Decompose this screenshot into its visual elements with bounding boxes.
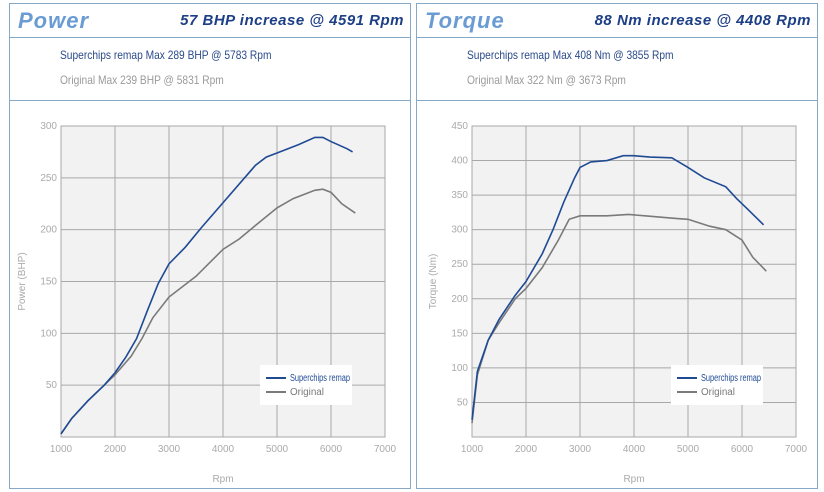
legend-label: Superchips remap xyxy=(701,373,761,384)
y-axis-label: Power (BHP) xyxy=(17,252,28,310)
x-tick-label: 6000 xyxy=(320,444,343,455)
y-tick-label: 200 xyxy=(40,225,57,236)
series-line-remap xyxy=(471,154,765,420)
x-tick-label: 5000 xyxy=(677,444,700,455)
y-tick-label: 150 xyxy=(40,277,57,288)
x-tick-label: 7000 xyxy=(785,444,808,455)
torque-remap-max: Superchips remap Max 408 Nm @ 3855 Rpm xyxy=(467,48,674,62)
power-chart: 1000 2000 3000 4000 5000 6000 7000 50 100 150 200 2… xyxy=(17,121,397,485)
y-axis-label: Torque (Nm) xyxy=(428,254,439,310)
x-tick-label: 3000 xyxy=(158,444,181,455)
x-tick-label: 4000 xyxy=(212,444,235,455)
legend-box xyxy=(260,365,352,405)
y-tick-label: 450 xyxy=(451,121,468,132)
torque-panel: Torque 88 Nm increase @ 4408 Rpm Superchi… xyxy=(416,3,818,489)
power-remap-max: Superchips remap Max 289 BHP @ 5783 Rpm xyxy=(60,48,272,62)
series-line-remap xyxy=(60,136,353,435)
torque-increase: 88 Nm increase @ 4408 Rpm xyxy=(594,12,811,29)
x-tick-label: 2000 xyxy=(104,444,127,455)
series-line-original xyxy=(471,213,767,424)
legend-label: Original xyxy=(701,387,735,398)
x-tick-label: 4000 xyxy=(623,444,646,455)
x-tick-label: 6000 xyxy=(731,444,754,455)
y-tick-label: 100 xyxy=(451,363,468,374)
torque-original-max: Original Max 322 Nm @ 3673 Rpm xyxy=(467,73,626,87)
y-tick-label: 100 xyxy=(40,328,57,339)
torque-chart: 1000 2000 3000 4000 5000 6000 7000 50 100 150 200 2… xyxy=(428,121,808,485)
legend-label: Original xyxy=(290,387,324,398)
x-tick-label: 5000 xyxy=(266,444,289,455)
x-tick-label: 2000 xyxy=(515,444,538,455)
x-tick-label: 7000 xyxy=(374,444,397,455)
legend-box xyxy=(671,365,763,405)
y-tick-label: 350 xyxy=(451,190,468,201)
y-tick-label: 300 xyxy=(40,121,57,132)
power-increase: 57 BHP increase @ 4591 Rpm xyxy=(180,12,404,29)
power-original-max: Original Max 239 BHP @ 5831 Rpm xyxy=(60,73,224,87)
y-tick-label: 50 xyxy=(457,397,469,408)
y-tick-label: 250 xyxy=(451,259,468,270)
y-tick-label: 400 xyxy=(451,156,468,167)
x-axis-label: Rpm xyxy=(623,474,644,485)
x-tick-label: 3000 xyxy=(569,444,592,455)
y-tick-label: 300 xyxy=(451,225,468,236)
x-axis-label: Rpm xyxy=(212,474,233,485)
torque-title: Torque xyxy=(425,8,505,33)
x-tick-label: 1000 xyxy=(50,444,73,455)
legend-label: Superchips remap xyxy=(290,373,350,384)
x-tick-label: 1000 xyxy=(461,444,484,455)
y-tick-label: 50 xyxy=(46,380,58,391)
power-title: Power xyxy=(18,8,90,33)
power-panel: Power 57 BHP increase @ 4591 Rpm Superchi… xyxy=(9,3,411,489)
y-tick-label: 150 xyxy=(451,328,468,339)
y-tick-label: 250 xyxy=(40,173,57,184)
y-tick-label: 200 xyxy=(451,294,468,305)
